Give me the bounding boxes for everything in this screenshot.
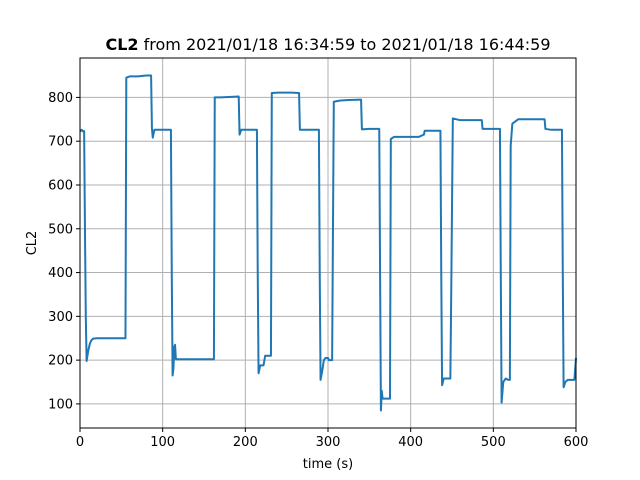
series-line [79,74,577,412]
chart-title-bold: CL2 [105,35,138,54]
x-axis-label: time (s) [303,457,353,472]
y-tick-label: 100 [48,397,73,412]
chart-title: CL2 from 2021/01/18 16:34:59 to 2021/01/… [105,35,550,54]
x-tick-label: 500 [481,435,506,450]
y-tick-label: 600 [48,178,73,193]
x-tick-label: 200 [233,435,258,450]
y-axis: 100 200 300 400 500 600 700 800 [48,91,80,412]
grid-lines [79,58,577,428]
x-tick-label: 100 [150,435,175,450]
y-tick-label: 700 [48,135,73,150]
plot-area [79,74,577,412]
chart-title-rest: from 2021/01/18 16:34:59 to 2021/01/18 1… [139,35,551,54]
x-tick-label: 600 [564,435,589,450]
y-tick-label: 800 [48,91,73,106]
x-tick-label: 0 [76,435,84,450]
y-tick-label: 500 [48,222,73,237]
y-tick-label: 400 [48,266,73,281]
x-axis: 0 100 200 300 400 500 600 [76,428,589,450]
x-tick-label: 300 [316,435,341,450]
x-tick-label: 400 [398,435,423,450]
y-tick-label: 300 [48,310,73,325]
y-axis-label: CL2 [25,231,40,256]
y-tick-label: 200 [48,354,73,369]
